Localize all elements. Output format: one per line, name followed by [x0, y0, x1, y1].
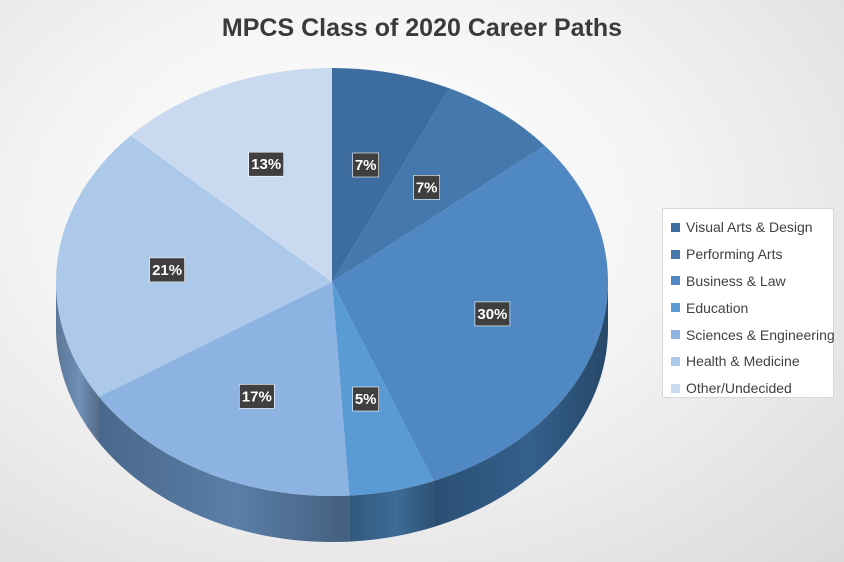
- data-label-box: [352, 152, 380, 178]
- data-label-box: [474, 301, 511, 327]
- legend-label: Health & Medicine: [686, 353, 800, 370]
- legend-swatch: [671, 249, 680, 259]
- legend-label: Education: [686, 299, 749, 316]
- pie-side-shade-education: [349, 480, 434, 542]
- data-label-business-and-law: 30%: [474, 301, 511, 327]
- legend-swatch: [671, 383, 680, 393]
- legend-item-visual-arts-and-design: Visual Arts & Design: [671, 214, 833, 241]
- data-label-value: 7%: [416, 179, 438, 196]
- legend-swatch: [671, 303, 680, 313]
- legend-swatch: [671, 222, 680, 232]
- legend-label: Sciences & Engineering: [686, 326, 835, 343]
- data-label-box: [413, 175, 441, 200]
- data-label-value: 17%: [242, 388, 272, 405]
- chart-title: MPCS Class of 2020 Career Paths: [221, 14, 623, 42]
- data-label-value: 7%: [355, 157, 377, 174]
- pie-slice-visual-arts-and-design: [332, 68, 450, 282]
- legend-item-other-undecided: Other/Undecided: [671, 375, 833, 402]
- legend-label: Business & Law: [686, 272, 786, 289]
- legend: Visual Arts & Design Performing Arts Busin…: [662, 208, 835, 398]
- data-label-health-and-medicine: 21%: [149, 257, 185, 283]
- legend-item-education: Education: [671, 294, 833, 321]
- pie-slice-other-undecided: [130, 68, 332, 282]
- legend-swatch: [671, 330, 680, 340]
- data-label-box: [239, 384, 275, 409]
- legend-swatch: [671, 356, 680, 366]
- data-label-box: [248, 151, 284, 177]
- pie-slice-education: [332, 282, 434, 496]
- data-label-box: [149, 257, 185, 283]
- legend-item-health-and-medicine: Health & Medicine: [671, 348, 833, 375]
- data-label-education: 5%: [352, 386, 380, 412]
- data-label-value: 21%: [152, 262, 182, 279]
- data-label-box: [352, 386, 380, 412]
- data-label-value: 5%: [355, 391, 377, 408]
- data-label-sciences-and-engineering: 17%: [239, 384, 275, 409]
- legend-item-sciences-and-engineering: Sciences & Engineering: [671, 321, 835, 348]
- legend-item-performing-arts: Performing Arts: [671, 241, 833, 268]
- pie-side-shade-health-and-medicine: [56, 282, 99, 443]
- legend-swatch: [671, 276, 680, 286]
- pie-slice-sciences-and-engineering: [98, 282, 350, 497]
- data-label-visual-arts-and-design: 7%: [352, 152, 380, 178]
- data-label-performing-arts: 7%: [413, 175, 441, 200]
- pie-side-shade-sciences-and-engineering: [98, 396, 350, 542]
- pie-slice-business-and-law: [332, 145, 608, 481]
- legend-label: Performing Arts: [686, 246, 783, 263]
- legend-item-business-and-law: Business & Law: [671, 268, 833, 295]
- pie-slice-health-and-medicine: [56, 135, 333, 397]
- legend-label: Visual Arts & Design: [686, 219, 813, 236]
- pie-side-shade-business-and-law: [433, 282, 608, 527]
- data-label-other-undecided: 13%: [248, 151, 284, 177]
- data-label-value: 30%: [477, 306, 507, 323]
- legend-label: Other/Undecided: [686, 380, 792, 397]
- data-label-value: 13%: [251, 156, 281, 173]
